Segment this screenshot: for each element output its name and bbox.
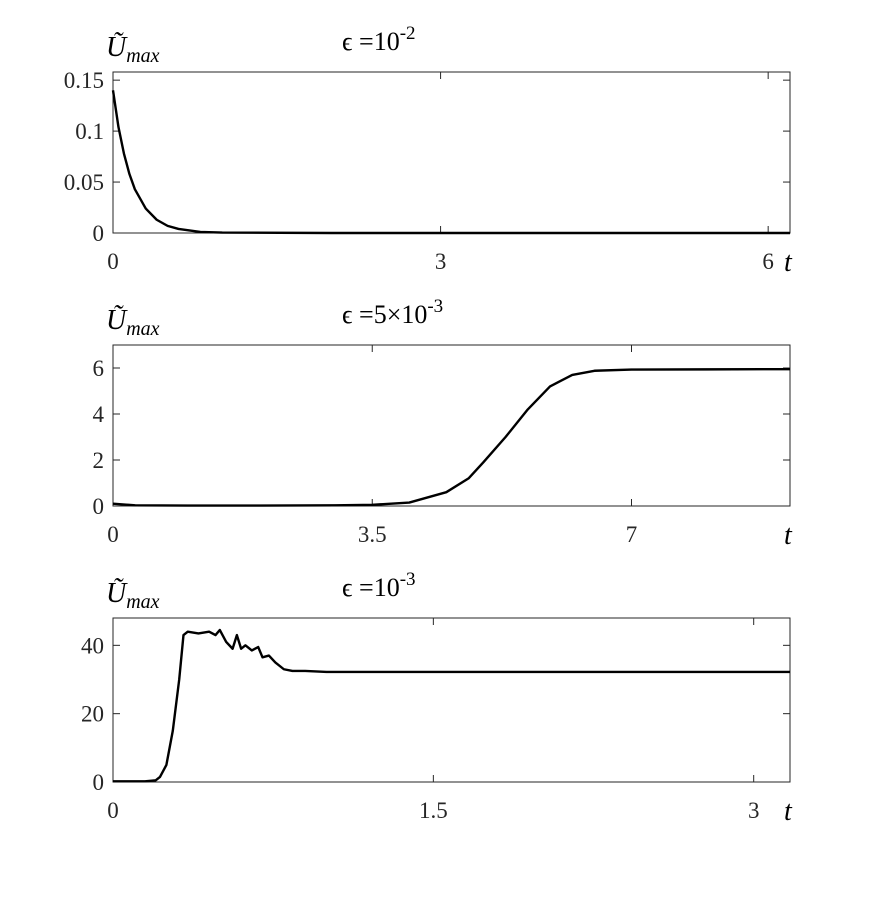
y-axis-label: Ũmax <box>106 305 160 340</box>
x-tick-label: 0 <box>107 249 119 274</box>
x-tick-label: 3.5 <box>358 522 387 547</box>
x-tick-label: 1.5 <box>419 798 448 823</box>
y-tick-label: 0 <box>93 494 105 519</box>
data-line <box>112 367 791 507</box>
subplot-title: ϵ =5×10-3 <box>342 296 443 329</box>
x-axis-label: t <box>784 796 793 827</box>
y-label-main: Ũ <box>106 578 128 609</box>
data-line <box>111 90 790 235</box>
y-tick-label: 0.05 <box>64 170 104 195</box>
y-tick-label: 4 <box>93 402 105 427</box>
x-tick-label: 3 <box>435 249 447 274</box>
y-tick-label: 2 <box>93 448 105 473</box>
title-main: ϵ =10 <box>342 27 400 56</box>
y-label-main: Ũ <box>106 32 128 63</box>
y-axis-label: Ũmax <box>106 578 160 613</box>
subplot: 0 20 40 0 1.5 3 t Ũmax ϵ =10-3 <box>81 569 793 827</box>
y-tick-label: 0 <box>93 770 105 795</box>
title-sup: -3 <box>427 296 443 317</box>
subplot-title: ϵ =10-2 <box>342 23 416 56</box>
subplot-title: ϵ =10-3 <box>342 569 416 602</box>
data-line <box>113 628 790 783</box>
title-main: ϵ =5×10 <box>342 300 427 329</box>
axes-box <box>112 344 791 507</box>
title-sup: -3 <box>400 569 416 590</box>
y-label-main: Ũ <box>106 305 128 336</box>
y-axis-label: Ũmax <box>106 32 160 67</box>
x-tick-label: 0 <box>107 798 119 823</box>
x-axis-label: t <box>784 520 793 551</box>
y-label-sub: max <box>126 318 159 340</box>
title-sup: -2 <box>400 23 416 44</box>
y-tick-label: 20 <box>81 702 104 727</box>
y-label-sub: max <box>126 45 159 67</box>
y-tick-label: 6 <box>93 356 105 381</box>
y-tick-label: 40 <box>81 633 104 658</box>
x-tick-label: 6 <box>762 249 774 274</box>
x-tick-label: 3 <box>748 798 760 823</box>
subplot: 0 0.05 0.1 0.15 0 3 6 t Ũmax ϵ =10-2 <box>64 23 793 278</box>
axes-box <box>112 617 791 783</box>
x-tick-label: 0 <box>107 522 119 547</box>
axes-box <box>112 71 791 234</box>
y-label-sub: max <box>126 591 159 613</box>
x-tick-label: 7 <box>626 522 638 547</box>
x-axis-label: t <box>784 247 793 278</box>
y-tick-label: 0.15 <box>64 68 104 93</box>
y-tick-label: 0 <box>93 221 105 246</box>
subplot: 0 2 4 6 0 3.5 7 t Ũmax ϵ =5×10-3 <box>93 296 794 551</box>
y-tick-label: 0.1 <box>75 119 104 144</box>
title-main: ϵ =10 <box>342 573 400 602</box>
